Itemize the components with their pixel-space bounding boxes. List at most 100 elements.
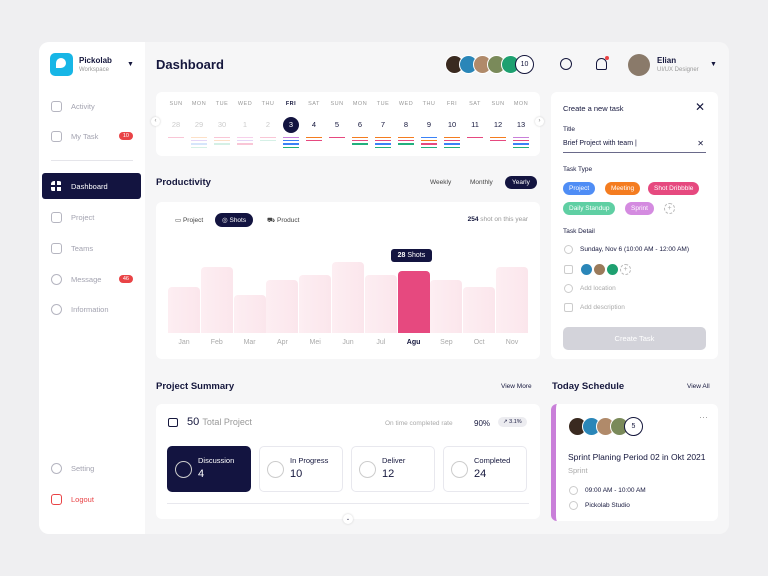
sidebar-item-project[interactable]: Project bbox=[42, 204, 141, 230]
chevron-right-icon[interactable]: › bbox=[535, 117, 544, 126]
calendar-day[interactable]: 10 bbox=[447, 120, 457, 129]
stat-discussion[interactable]: Discussion 4 bbox=[167, 446, 251, 492]
sidebar-item-dashboard[interactable]: Dashboard bbox=[42, 173, 141, 199]
title-value: Brief Project with team | bbox=[563, 140, 637, 147]
calendar-day[interactable]: 6 bbox=[357, 120, 363, 129]
period-yearly[interactable]: Yearly bbox=[505, 176, 537, 189]
close-icon[interactable]: ✕ bbox=[695, 100, 706, 114]
tab-project[interactable]: ▭ Project bbox=[175, 217, 204, 224]
members-more[interactable]: 10 bbox=[515, 55, 534, 74]
chip-shot-dribbble[interactable]: Shot Dribbble bbox=[648, 182, 700, 195]
bar-jul[interactable] bbox=[364, 275, 397, 333]
stat-deliver[interactable]: Deliver 12 bbox=[351, 446, 435, 492]
total-projects: 50 Total Project bbox=[187, 416, 252, 428]
calendar-day[interactable]: 1 bbox=[242, 120, 248, 129]
view-all-link[interactable]: View All bbox=[687, 383, 710, 390]
more-options-icon[interactable]: ··· bbox=[699, 412, 708, 422]
view-more-link[interactable]: View More bbox=[501, 383, 532, 390]
schedule-more[interactable]: 5 bbox=[624, 417, 643, 436]
clear-icon[interactable]: ✕ bbox=[697, 139, 704, 148]
location-input[interactable]: Add location bbox=[580, 285, 616, 292]
chevron-down-icon[interactable]: ⌄ bbox=[343, 514, 353, 524]
calendar-day[interactable]: 11 bbox=[471, 120, 479, 129]
sidebar-item-information[interactable]: Information bbox=[42, 296, 141, 322]
calendar-day[interactable]: 7 bbox=[380, 120, 386, 129]
tab-label: Product bbox=[276, 217, 300, 224]
bar-mei[interactable] bbox=[299, 275, 332, 333]
add-assignee-icon[interactable]: + bbox=[620, 264, 631, 275]
divider bbox=[51, 160, 133, 161]
bar-jan[interactable] bbox=[168, 286, 200, 333]
calendar-day[interactable]: 4 bbox=[311, 120, 317, 129]
chip-sprint[interactable]: Sprint bbox=[625, 202, 654, 215]
calendar-day[interactable]: 5 bbox=[334, 120, 340, 129]
period-monthly[interactable]: Monthly bbox=[470, 179, 493, 186]
calendar-day[interactable]: 29 bbox=[194, 120, 204, 129]
event-line bbox=[467, 137, 483, 139]
title-input[interactable]: Brief Project with team | ✕ bbox=[563, 137, 706, 153]
page-title: Dashboard bbox=[156, 57, 224, 72]
sidebar-item-activity[interactable]: Activity bbox=[42, 93, 141, 119]
chevron-left-icon[interactable]: ‹ bbox=[151, 117, 160, 126]
calendar-day[interactable]: 9 bbox=[426, 120, 432, 129]
task-date[interactable]: Sunday, Nov 6 (10:00 AM - 12:00 AM) bbox=[580, 246, 689, 253]
sidebar-item-setting[interactable]: Setting bbox=[42, 455, 141, 481]
chip-meeting[interactable]: Meeting bbox=[605, 182, 641, 195]
member-avatars[interactable]: 10 bbox=[445, 55, 534, 74]
bar-feb[interactable] bbox=[200, 266, 233, 333]
stat-in-progress[interactable]: In Progress 10 bbox=[259, 446, 343, 492]
description-input[interactable]: Add description bbox=[580, 304, 625, 311]
app-window: Pickolab Workspace ▼ Activity My Task 10 … bbox=[39, 42, 729, 534]
assignees[interactable]: + bbox=[581, 264, 631, 275]
calendar-day[interactable]: 3 bbox=[283, 117, 299, 133]
caret-down-icon[interactable]: ▼ bbox=[127, 61, 134, 68]
bar-mar[interactable] bbox=[233, 295, 266, 333]
event-line bbox=[444, 140, 460, 142]
event-line bbox=[237, 143, 253, 145]
grid-icon bbox=[51, 180, 62, 192]
bar-jun[interactable] bbox=[332, 262, 364, 333]
bar-apr[interactable] bbox=[266, 279, 299, 333]
sidebar-item-logout[interactable]: Logout bbox=[42, 486, 141, 512]
tab-product[interactable]: ⛟ Product bbox=[267, 217, 300, 224]
bar-agu[interactable] bbox=[397, 271, 430, 333]
stat-label: Deliver bbox=[382, 456, 406, 465]
event-lines bbox=[442, 137, 462, 150]
add-type-icon[interactable]: + bbox=[664, 203, 675, 214]
create-task-button[interactable]: Create Task bbox=[563, 327, 706, 350]
clock-icon bbox=[569, 486, 578, 495]
sidebar-item-teams[interactable]: Teams bbox=[42, 235, 141, 261]
chip-daily-standup[interactable]: Daily Standup bbox=[563, 202, 616, 215]
event-line bbox=[306, 140, 322, 142]
chip-project[interactable]: Project bbox=[563, 182, 596, 195]
user-avatar[interactable] bbox=[628, 54, 650, 76]
bar-sep[interactable] bbox=[430, 279, 463, 333]
calendar-day[interactable]: 28 bbox=[171, 120, 181, 129]
calendar-day[interactable]: 13 bbox=[516, 120, 526, 129]
calendar-day[interactable]: 12 bbox=[493, 120, 503, 129]
calendar-day[interactable]: 8 bbox=[403, 120, 409, 129]
bell-icon[interactable] bbox=[596, 56, 609, 70]
sidebar-item-my-task[interactable]: My Task 10 bbox=[42, 123, 141, 149]
bar-oct[interactable] bbox=[463, 286, 496, 333]
activity-icon bbox=[51, 100, 62, 112]
event-line bbox=[237, 140, 253, 142]
calendar-day[interactable]: 2 bbox=[265, 120, 271, 129]
sidebar-item-message[interactable]: Message 46 bbox=[42, 266, 141, 292]
caret-down-icon[interactable]: ▼ bbox=[710, 61, 717, 68]
schedule-card[interactable]: 5 ··· Sprint Planing Period 02 in Okt 20… bbox=[551, 404, 718, 521]
avatar bbox=[594, 264, 605, 275]
stat-completed[interactable]: Completed 24 bbox=[443, 446, 527, 492]
sidebar-item-label: Setting bbox=[71, 463, 95, 473]
event-line bbox=[352, 143, 368, 145]
bar-nov[interactable] bbox=[496, 266, 528, 333]
project-summary: 50 Total Project On time completed rate … bbox=[156, 404, 540, 524]
folder-icon bbox=[168, 418, 178, 427]
period-weekly[interactable]: Weekly bbox=[430, 179, 452, 186]
event-lines bbox=[350, 137, 370, 147]
event-line bbox=[237, 137, 253, 139]
calendar-day[interactable]: 30 bbox=[217, 120, 227, 129]
tab-shots[interactable]: ◎ Shots bbox=[215, 213, 254, 227]
search-icon[interactable] bbox=[560, 58, 572, 70]
discussion-icon bbox=[175, 461, 192, 478]
